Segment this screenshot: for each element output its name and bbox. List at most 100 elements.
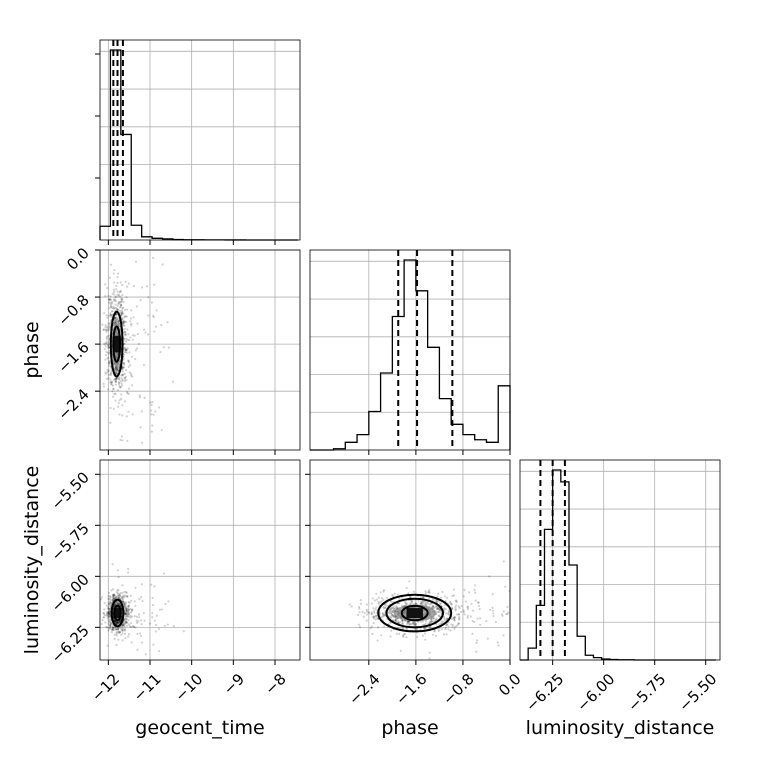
x-tick-label-phase: −0.8 [439,670,477,708]
sample-point [424,592,427,595]
sample-point [115,628,118,631]
sample-point [107,388,110,391]
sample-point [119,663,121,665]
sample-point [118,413,121,416]
sample-point [384,606,387,609]
sample-point [118,621,121,624]
sample-point [127,600,130,604]
sample-point [120,314,123,317]
sample-point [373,611,376,614]
sample-point [453,616,456,619]
sample-point [127,608,131,611]
sample-point [160,429,163,432]
sample-point [358,607,361,610]
sample-point [108,324,111,327]
sample-point [475,641,478,644]
sample-point [388,609,391,612]
sample-point [118,381,121,385]
sample-point [109,381,112,384]
sample-point [124,346,127,350]
sample-point [433,606,436,609]
sample-point [150,403,153,406]
sample-point [406,620,409,623]
sample-point [127,608,130,612]
sample-point [126,622,129,625]
sample-point [140,622,143,626]
sample-point [137,620,140,623]
sample-point [411,621,414,624]
sample-point [108,612,111,615]
sample-point [500,613,504,616]
sample-point [163,624,166,627]
x-tick-label-phase: 0.0 [495,670,525,700]
sample-point [115,371,118,374]
x-axis-title-luminosity_distance: luminosity_distance [526,717,715,739]
sample-point [133,625,136,629]
sample-point [115,364,119,367]
sample-point [491,593,494,596]
sample-point [121,298,124,301]
sample-point [113,593,116,597]
sample-point [385,597,389,600]
sample-point [112,626,115,629]
sample-point [516,582,518,584]
sample-point [111,598,115,601]
sample-point [113,619,116,623]
sample-point [443,616,446,619]
sample-point [105,372,108,375]
sample-point [413,624,416,627]
sample-point [115,596,118,599]
sample-point [108,276,111,279]
sample-point [391,610,395,614]
sample-point [111,302,114,305]
sample-point [390,629,393,632]
sample-point [437,614,440,617]
sample-point [112,281,116,284]
sample-point [129,616,132,619]
sample-point [362,615,365,618]
sample-point [457,605,461,608]
sample-point [430,602,433,605]
sample-point [438,608,441,612]
sample-point [114,365,117,368]
sample-point [109,371,113,374]
sample-point [450,603,453,606]
sample-point [117,595,120,598]
sample-point [115,371,118,375]
sample-point [138,395,141,399]
sample-point [132,316,135,319]
sample-point [117,603,120,606]
sample-point [438,614,441,617]
sample-point [117,381,120,384]
sample-point [114,318,118,322]
sample-point [512,602,514,604]
sample-point [444,626,448,629]
sample-point [126,338,129,341]
sample-point [116,621,120,625]
sample-point [123,338,126,341]
sample-point [108,298,111,301]
sample-point [448,612,451,615]
sample-point [380,596,383,600]
sample-point [121,293,124,297]
sample-point [122,621,125,624]
sample-point [120,298,123,301]
sample-point [430,620,433,623]
sample-point [428,621,431,625]
sample-point [125,609,128,612]
sample-point [108,626,112,629]
sample-point [109,378,112,381]
sample-point [121,318,124,321]
sample-point [414,623,418,626]
sample-point [105,613,108,616]
sample-point [102,328,106,331]
sample-point [432,617,435,620]
sample-point [118,593,122,597]
sample-point [127,606,130,609]
sample-point [359,602,363,605]
sample-point [107,356,110,359]
sample-point [116,621,119,624]
sample-point [117,302,120,305]
sample-point [107,377,110,380]
sample-point [432,616,436,620]
